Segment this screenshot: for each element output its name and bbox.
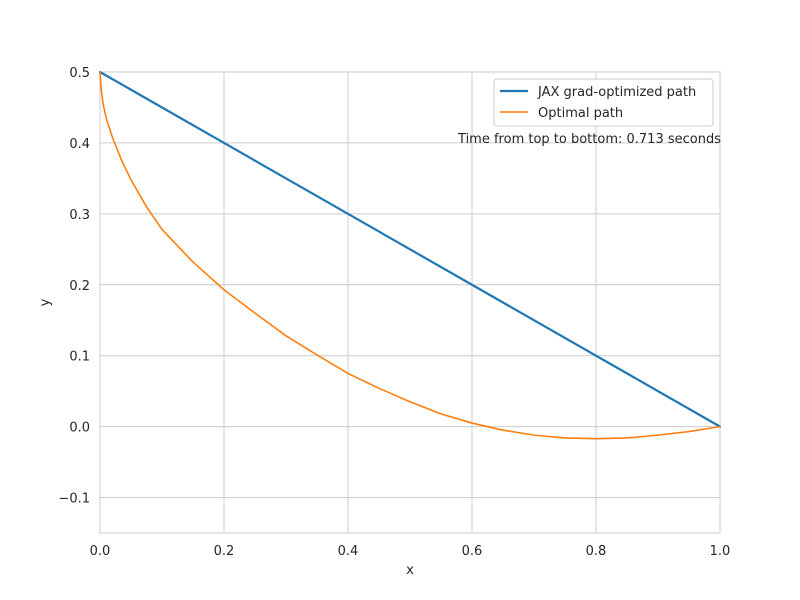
- legend-items: JAX grad-optimized path Optimal path: [500, 85, 696, 121]
- x-axis-label: x: [406, 563, 414, 578]
- legend-label-2: Optimal path: [538, 106, 623, 121]
- y-tick-label: 0.5: [69, 66, 90, 81]
- legend-label-1: JAX grad-optimized path: [537, 85, 696, 100]
- chart-annotation: Time from top to bottom: 0.713 seconds: [457, 132, 721, 147]
- y-axis-ticks: −0.1 0.0 0.1 0.2 0.3 0.4 0.5: [58, 66, 90, 507]
- x-tick-label: 0.0: [90, 544, 111, 559]
- x-tick-label: 0.8: [586, 544, 607, 559]
- y-axis-label: y: [38, 298, 53, 306]
- legend-box: [493, 78, 714, 127]
- y-tick-label: 0.4: [69, 137, 90, 152]
- y-tick-label: 0.3: [69, 208, 90, 223]
- plot-frame: [99, 71, 721, 534]
- y-tick-label: 0.0: [69, 421, 90, 436]
- x-axis-ticks: 0.0 0.2 0.4 0.6 0.8 1.0: [90, 544, 731, 559]
- x-tick-label: 1.0: [710, 544, 731, 559]
- y-tick-label: −0.1: [58, 492, 90, 507]
- x-tick-label: 0.4: [338, 544, 359, 559]
- legend: JAX grad-optimized path Optimal path: [493, 78, 714, 127]
- series-line-1: [98, 70, 722, 428]
- y-tick-label: 0.1: [69, 350, 90, 365]
- y-tick-label: 0.2: [69, 279, 90, 294]
- series-layer: [98, 70, 722, 440]
- x-tick-label: 0.2: [214, 544, 235, 559]
- plot-background: [100, 72, 720, 533]
- plot-area: [98, 70, 722, 534]
- series-line-2: [99, 71, 721, 440]
- x-tick-label: 0.6: [462, 544, 483, 559]
